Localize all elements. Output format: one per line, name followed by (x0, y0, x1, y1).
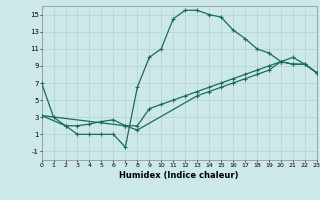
X-axis label: Humidex (Indice chaleur): Humidex (Indice chaleur) (119, 171, 239, 180)
